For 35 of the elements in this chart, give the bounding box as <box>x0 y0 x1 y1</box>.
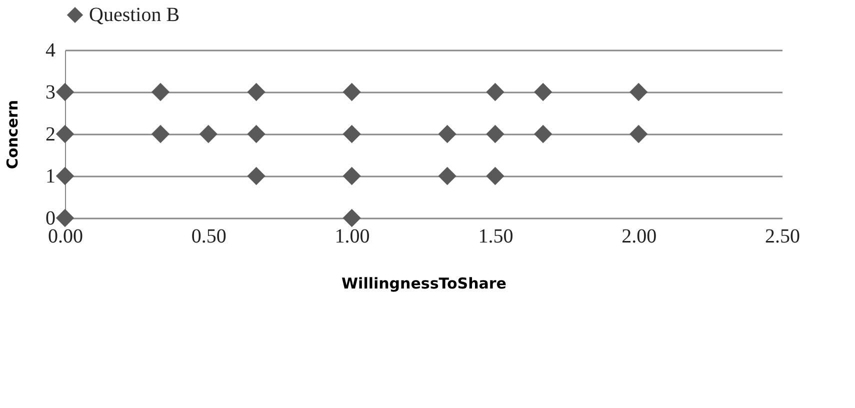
x-axis-title: WillingnessToShare <box>342 274 506 292</box>
point <box>342 82 361 102</box>
point <box>247 124 266 144</box>
y-tick-label: 1 <box>46 166 56 188</box>
y-tick-label: 4 <box>46 40 56 62</box>
point <box>56 166 74 186</box>
point <box>247 166 266 186</box>
point <box>486 82 504 102</box>
point <box>630 82 648 102</box>
point <box>56 82 74 102</box>
x-tick-label: 1.00 <box>334 226 370 248</box>
x-tick-label: 1.50 <box>478 226 514 248</box>
point <box>534 82 552 102</box>
point <box>534 124 552 144</box>
point <box>151 124 170 144</box>
point <box>342 208 361 228</box>
x-tick-label: 2.50 <box>765 226 800 248</box>
point <box>342 166 361 186</box>
point <box>486 124 504 144</box>
x-tick-label: 2.00 <box>622 226 657 248</box>
point <box>342 124 361 144</box>
y-tick-label: 2 <box>46 124 56 146</box>
point <box>56 124 74 144</box>
point <box>151 82 170 102</box>
point <box>630 124 648 144</box>
point <box>438 124 456 144</box>
point <box>56 208 74 228</box>
legend-label: Question B <box>89 4 180 26</box>
point <box>486 166 504 186</box>
y-axis-title: Concern <box>4 100 22 170</box>
x-tick-label: 0.50 <box>191 226 226 248</box>
point <box>199 124 218 144</box>
y-tick-label: 3 <box>46 82 56 104</box>
point <box>438 166 456 186</box>
point <box>247 82 266 102</box>
